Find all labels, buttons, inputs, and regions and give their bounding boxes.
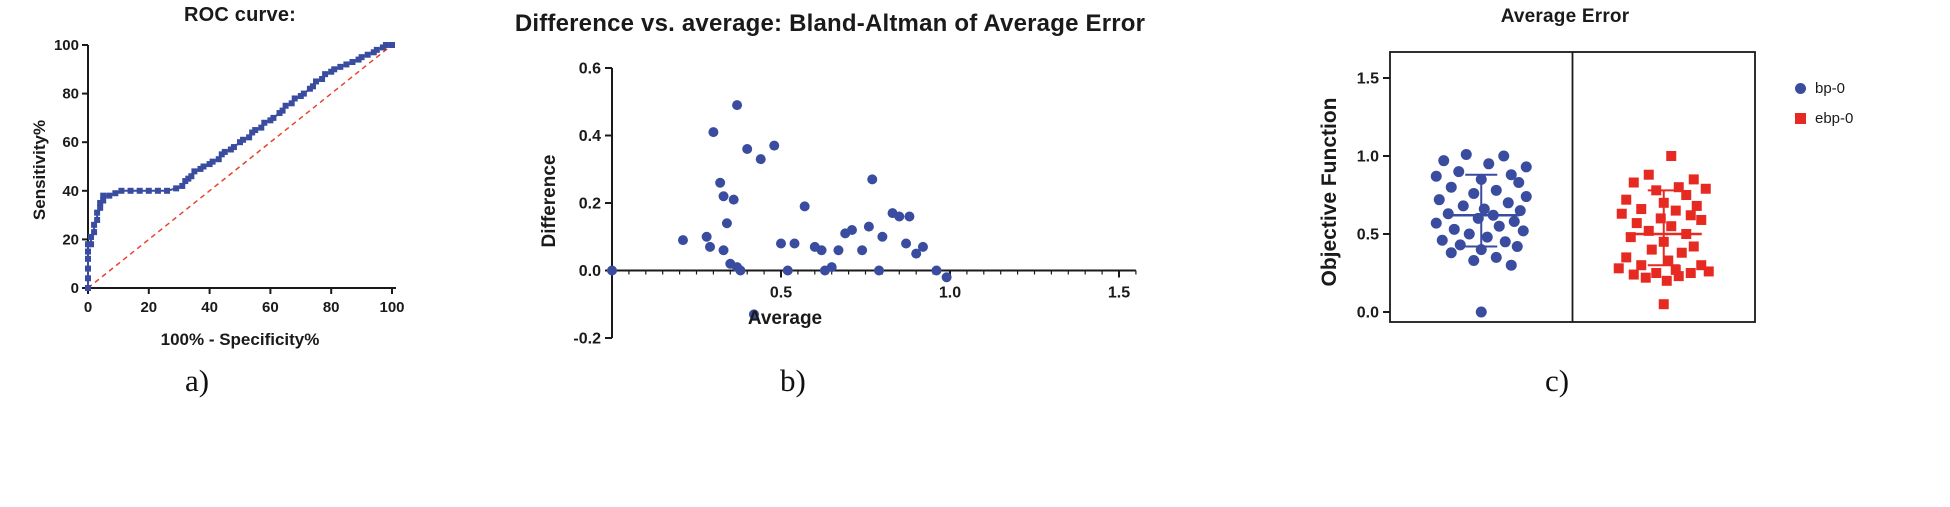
- bland-altman-title: Difference vs. average: Bland-Altman of …: [514, 10, 1146, 37]
- svg-text:0.0: 0.0: [1357, 305, 1379, 322]
- panel-label-b: b): [780, 363, 806, 398]
- panel-average-error: Average Error Objective Function 0.0 0.5 1…: [1260, 0, 1950, 507]
- bland-altman-plot-area: 0.5 1.0 1.5 -0.2 0.0 0.2 0.4 0.6: [573, 61, 1137, 348]
- roc-plot-area: 0 20 40 60 80 100 0 20 40 60 80 100: [54, 37, 405, 316]
- group-ebp-0: [1613, 151, 1714, 310]
- svg-text:60: 60: [62, 134, 79, 151]
- legend-label-ebp-0: ebp-0: [1815, 110, 1854, 127]
- svg-text:0.5: 0.5: [770, 285, 792, 302]
- svg-text:100: 100: [379, 299, 404, 316]
- svg-text:40: 40: [62, 183, 79, 200]
- roc-series: [85, 42, 395, 291]
- svg-text:1.0: 1.0: [939, 285, 961, 302]
- svg-text:0: 0: [84, 299, 92, 316]
- svg-text:80: 80: [62, 86, 79, 103]
- panel-bland-altman: Difference vs. average: Bland-Altman of …: [430, 0, 1160, 507]
- svg-text:0.0: 0.0: [579, 263, 601, 280]
- legend-item-ebp-0: ebp-0: [1795, 110, 1853, 127]
- bland-altman-points: [607, 100, 952, 320]
- ebp-0-square-marker-icon: [1795, 113, 1806, 124]
- svg-text:0.5: 0.5: [1357, 227, 1379, 244]
- panel-label-c: c): [1545, 363, 1570, 398]
- svg-text:80: 80: [323, 299, 340, 316]
- legend-item-bp-0: bp-0: [1795, 80, 1845, 97]
- svg-text:1.5: 1.5: [1108, 285, 1130, 302]
- panel-label-a: a): [185, 363, 210, 398]
- svg-text:0: 0: [71, 280, 79, 297]
- svg-text:1.5: 1.5: [1357, 71, 1379, 88]
- svg-text:20: 20: [62, 231, 79, 248]
- svg-text:100: 100: [54, 37, 79, 54]
- svg-text:60: 60: [262, 299, 279, 316]
- average-error-plot-area: 0.0 0.5 1.0 1.5: [1357, 51, 1756, 323]
- svg-text:0.6: 0.6: [579, 61, 601, 78]
- svg-text:1.0: 1.0: [1357, 149, 1379, 166]
- bland-altman-x-axis-label: Average: [747, 308, 823, 329]
- roc-x-axis-label: 100% - Specificity%: [160, 330, 320, 349]
- panel-roc: ROC curve: Sensitivity% 0 20 40 60 80 100 0 20 4…: [20, 0, 440, 507]
- roc-title: ROC curve:: [183, 4, 297, 26]
- svg-text:-0.2: -0.2: [573, 331, 601, 348]
- average-error-title: Average Error: [1500, 6, 1630, 27]
- svg-text:0.4: 0.4: [579, 128, 601, 145]
- svg-text:20: 20: [140, 299, 157, 316]
- svg-text:0.2: 0.2: [579, 196, 601, 213]
- group-bp-0: [1430, 148, 1532, 318]
- legend-label-bp-0: bp-0: [1815, 80, 1846, 97]
- bp-0-circle-marker-icon: [1795, 83, 1806, 94]
- svg-text:40: 40: [201, 299, 218, 316]
